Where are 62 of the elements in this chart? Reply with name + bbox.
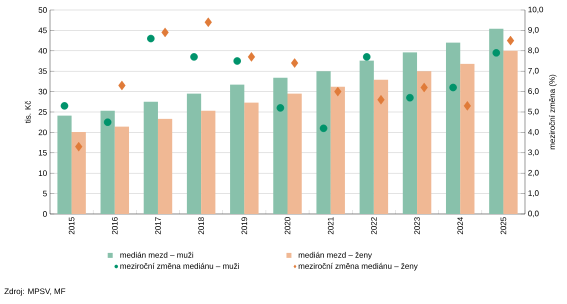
bar <box>144 102 158 214</box>
x-tick-label: 2020 <box>284 217 290 234</box>
y2-tick-label: 7,0 <box>528 68 539 74</box>
y-tick-label: 5 <box>43 190 47 196</box>
bar <box>330 86 345 214</box>
y2-tick-label: 9,0 <box>528 27 539 34</box>
y-tick-label: 25 <box>38 109 47 115</box>
y2-tick-label: 8,0 <box>528 47 539 54</box>
bar <box>316 71 331 214</box>
y-tick-label: 10 <box>38 170 47 176</box>
x-tick-label: 2017 <box>155 217 161 234</box>
text: Zdroj: MPSV, MF <box>4 288 66 296</box>
x-tick-label: 2024 <box>457 217 464 234</box>
x-tick-label: 2015 <box>68 217 74 234</box>
legend-label: medián mezd – muži <box>120 252 194 258</box>
y2-tick-label: 10,0 <box>528 6 544 14</box>
y-tick-label: 35 <box>38 68 47 74</box>
bar <box>57 116 72 214</box>
legend-label: medián mezd – ženy <box>298 252 372 260</box>
bar <box>158 118 172 214</box>
bar <box>402 52 418 214</box>
x-tick-label: 2023 <box>414 217 420 234</box>
bar <box>360 60 374 214</box>
bar <box>446 42 460 214</box>
y2-tick-label: 5,0 <box>528 108 539 116</box>
y2-tick-label: 1,0 <box>528 190 539 197</box>
y-tick-label: 15 <box>38 150 47 156</box>
y2-tick-label: 0,0 <box>528 210 539 218</box>
bar <box>374 80 388 214</box>
y-tick-label: 20 <box>38 130 47 136</box>
bar <box>201 110 216 214</box>
y-tick-label: 40 <box>38 48 47 54</box>
y2-tick-label: 3,0 <box>528 149 539 156</box>
bar <box>489 28 504 214</box>
bar <box>114 126 130 214</box>
x-tick-label: 2016 <box>112 217 118 234</box>
y-tick-label: 45 <box>38 28 47 34</box>
y2-tick-label: 6,0 <box>528 88 539 95</box>
bar <box>460 64 474 214</box>
bar <box>100 110 115 214</box>
bar <box>72 132 86 214</box>
y2-tick-label: 4,0 <box>528 129 539 136</box>
bar <box>244 102 259 214</box>
bar <box>503 50 518 214</box>
x-tick-label: 2019 <box>241 217 248 234</box>
y-tick-label: 30 <box>38 88 47 94</box>
legend-label: meziroční změna mediánu – ženy <box>298 262 418 270</box>
y-tick-label: 50 <box>38 7 47 13</box>
x-tick-label: 2022 <box>371 217 377 234</box>
bar <box>273 78 288 214</box>
x-tick-label: 2021 <box>328 217 334 234</box>
y-axis-title: tis. Kč <box>24 100 31 124</box>
bar <box>186 94 202 214</box>
x-tick-label: 2025 <box>500 217 506 234</box>
bar <box>288 94 302 214</box>
legend-label: meziroční změna mediánu – muži <box>120 262 239 269</box>
y2-tick-label: 2,0 <box>528 170 539 176</box>
bar <box>417 71 432 214</box>
y2-axis-title: meziroční změna (%) <box>548 74 557 150</box>
bar <box>230 84 244 214</box>
x-tick-label: 2018 <box>198 217 204 234</box>
y-tick-label: 0 <box>43 211 47 217</box>
